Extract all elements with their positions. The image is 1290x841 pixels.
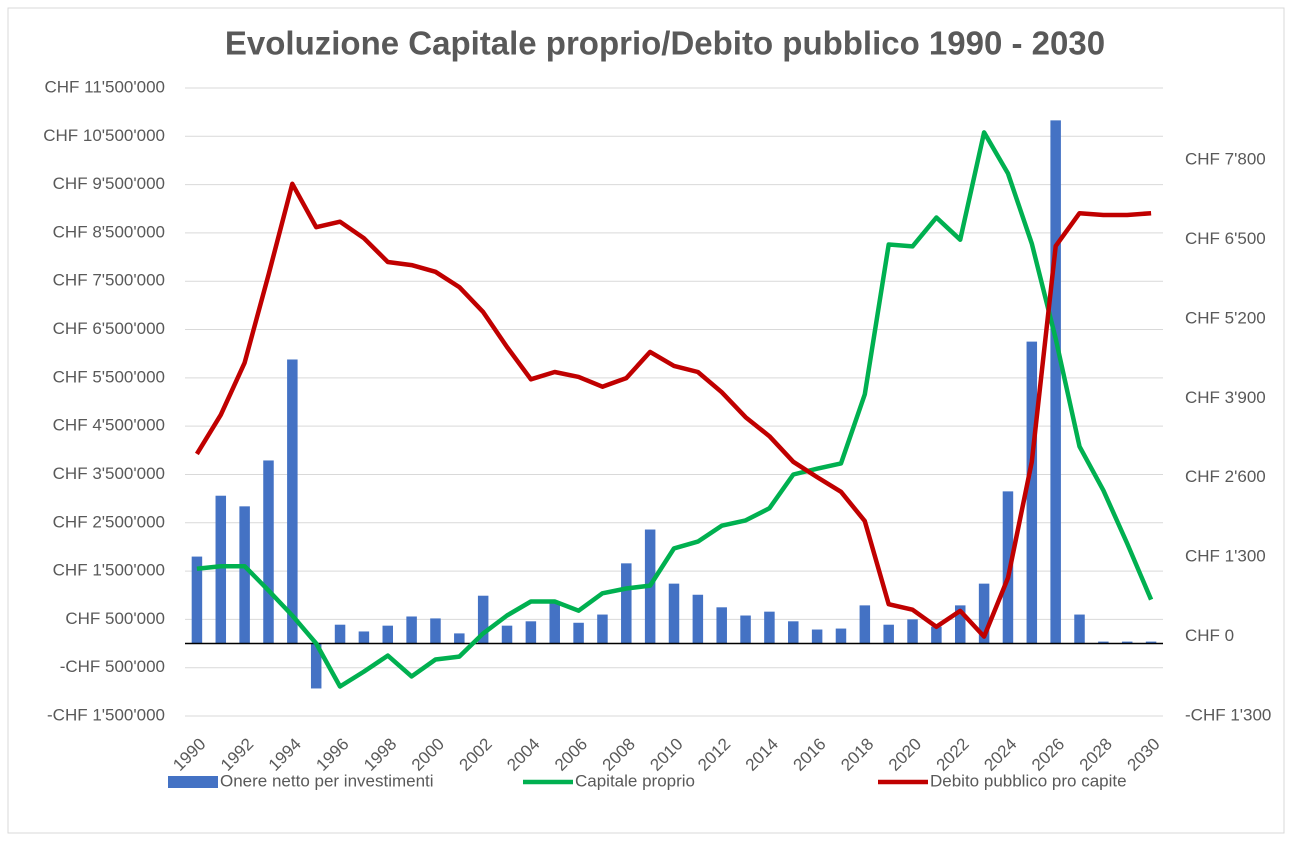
y-tick-label: CHF 2'500'000 xyxy=(53,512,165,531)
bar xyxy=(430,618,441,644)
bar xyxy=(406,616,417,644)
bar xyxy=(668,583,680,644)
bar xyxy=(883,624,894,644)
legend-label: Debito pubblico pro capite xyxy=(930,771,1127,790)
y-tick-label: CHF 9'500'000 xyxy=(53,174,165,193)
y-tick-label: CHF 3'500'000 xyxy=(53,464,165,483)
bar xyxy=(859,605,871,644)
bar xyxy=(549,602,560,644)
bar xyxy=(573,622,584,644)
bar xyxy=(334,624,346,644)
bar xyxy=(907,619,918,644)
bar xyxy=(954,605,966,644)
y2-tick-label: CHF 6'500 xyxy=(1185,229,1266,248)
bar xyxy=(835,628,847,644)
bar xyxy=(1145,641,1157,644)
y2-tick-label: CHF 2'600 xyxy=(1185,467,1266,486)
bar xyxy=(692,594,704,644)
chart-border xyxy=(7,7,1285,834)
bar xyxy=(215,495,227,644)
line xyxy=(196,130,1154,689)
y-tick-label: -CHF 500'000 xyxy=(60,657,165,676)
chart-title: Evoluzione Capitale proprio/Debito pubbl… xyxy=(225,25,1105,62)
y-tick-label: CHF 1'500'000 xyxy=(53,561,165,580)
y-tick-label: CHF 8'500'000 xyxy=(53,222,165,241)
y-tick-label: CHF 10'500'000 xyxy=(43,126,165,145)
bar xyxy=(239,506,250,644)
bar xyxy=(191,556,203,644)
bar xyxy=(1050,120,1061,644)
y-tick-label: CHF 7'500'000 xyxy=(53,271,165,290)
bar xyxy=(477,595,489,644)
bar xyxy=(263,460,274,644)
bar xyxy=(382,625,394,644)
bar xyxy=(501,625,513,644)
y-tick-label: CHF 11'500'000 xyxy=(44,77,165,96)
y2-tick-label: CHF 5'200 xyxy=(1185,308,1266,327)
bar xyxy=(454,633,465,644)
legend-label: Onere netto per investimenti xyxy=(220,771,434,790)
bar xyxy=(1098,641,1109,644)
bar xyxy=(1121,641,1133,644)
y2-tick-label: CHF 7'800 xyxy=(1185,149,1266,168)
y2-tick-label: CHF 3'900 xyxy=(1185,388,1266,407)
y2-tick-label: -CHF 1'300 xyxy=(1185,705,1271,724)
bar xyxy=(597,614,608,644)
bar xyxy=(621,563,632,644)
y-tick-label: CHF 4'500'000 xyxy=(53,416,165,435)
y-tick-label: -CHF 1'500'000 xyxy=(47,705,165,724)
bar xyxy=(1026,341,1038,644)
legend-label: Capitale proprio xyxy=(575,771,695,790)
y2-tick-label: CHF 1'300 xyxy=(1185,547,1266,566)
bar xyxy=(358,631,370,644)
bar xyxy=(811,629,823,644)
bar xyxy=(764,611,775,644)
bar xyxy=(287,359,298,644)
bar xyxy=(788,621,799,644)
bar xyxy=(310,643,322,689)
bar xyxy=(525,621,537,644)
y2-tick-label: CHF 0 xyxy=(1185,626,1234,645)
bar xyxy=(1074,614,1085,644)
bar xyxy=(931,626,942,644)
bar xyxy=(716,607,727,644)
line xyxy=(194,181,1152,639)
legend-swatch xyxy=(168,776,218,788)
y-tick-label: CHF 500'000 xyxy=(65,609,165,628)
bar xyxy=(978,583,990,644)
bar xyxy=(740,615,751,644)
y-tick-label: CHF 6'500'000 xyxy=(53,319,165,338)
y-tick-label: CHF 5'500'000 xyxy=(53,367,165,386)
